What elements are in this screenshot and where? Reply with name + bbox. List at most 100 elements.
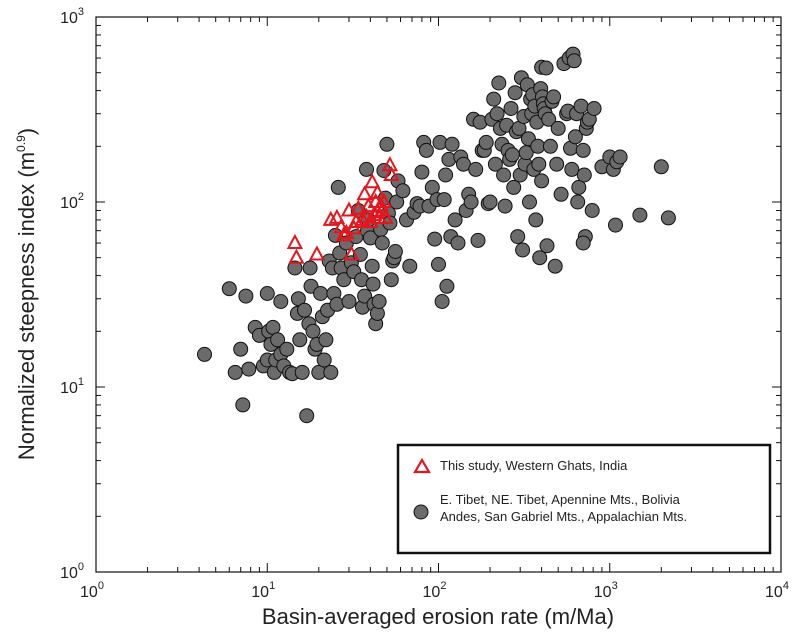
y-tick-label: 102 [60, 191, 84, 212]
data-point-circle [470, 232, 486, 248]
data-point-circle [497, 198, 513, 214]
data-point-triangle [340, 201, 358, 217]
data-point-triangle [338, 223, 355, 239]
data-point-circle [541, 111, 557, 127]
data-point-circle [507, 85, 523, 101]
data-point-circle [463, 194, 479, 210]
x-tick-label: 104 [765, 580, 789, 601]
data-point-circle [491, 75, 507, 91]
legend-circle-marker [413, 504, 429, 520]
data-point-circle [294, 364, 310, 380]
x-axis-label: Basin-averaged erosion rate (m/Ma) [262, 604, 614, 629]
data-point-circle [221, 281, 237, 297]
data-point-circle [539, 238, 555, 254]
data-point-triangle [356, 185, 373, 201]
data-point-circle [265, 319, 281, 335]
data-point-circle [530, 138, 546, 154]
y-tick-label: 103 [60, 6, 84, 27]
y-axis-label: Normalized steepness index (m0.9) [14, 128, 39, 460]
data-point-circle [553, 186, 569, 202]
data-point-circle [402, 258, 418, 274]
data-point-triangle [354, 210, 371, 226]
data-point-triangle [288, 248, 305, 264]
data-point-circle [357, 288, 373, 304]
data-point-circle [447, 212, 463, 228]
data-point-circle [427, 231, 443, 247]
data-point-circle [365, 276, 381, 292]
data-point-circle [434, 294, 450, 309]
data-point-circle [364, 258, 380, 274]
y-tick-label: 101 [60, 376, 84, 397]
legend-box [396, 443, 772, 555]
data-point-circle [302, 260, 318, 276]
data-point-circle [395, 183, 411, 199]
data-point-circle [504, 147, 520, 163]
data-point-triangle [328, 208, 346, 224]
data-point-triangle [360, 197, 377, 213]
data-point-circle [238, 288, 254, 304]
data-point-circle [323, 364, 339, 380]
data-point-circle [241, 361, 257, 377]
x-axis-ticks: 100 101 102 103 104 [80, 17, 789, 601]
data-point-circle [608, 217, 623, 233]
data-point-circle [653, 159, 669, 175]
data-point-circle [336, 272, 352, 288]
data-point-circle [341, 294, 357, 309]
data-point-circle [292, 332, 308, 348]
data-point-circle [550, 120, 566, 136]
data-point-circle [197, 346, 212, 362]
data-point-circle [431, 256, 446, 272]
data-point-circle [444, 136, 460, 152]
data-point-circle [528, 212, 544, 228]
data-point-circle [584, 203, 600, 218]
data-point-circle [532, 250, 548, 266]
data-point-circle [571, 179, 587, 195]
data-point-circle [436, 192, 452, 208]
x-tick-label: 100 [80, 580, 104, 601]
data-point-triangle [383, 165, 400, 181]
data-point-triangle [286, 233, 304, 249]
data-point-triangle [369, 183, 386, 199]
data-point-circle [549, 156, 565, 172]
data-point-circle [235, 397, 251, 413]
data-point-circle [522, 194, 537, 210]
data-point-circle [450, 235, 466, 251]
data-point-circle [379, 136, 395, 152]
data-point-circle [575, 142, 591, 158]
data-point-circle [660, 210, 676, 226]
data-point-triangle [322, 210, 339, 226]
data-point-circle [383, 272, 399, 288]
data-point-circle [489, 106, 505, 122]
y-axis-ticks: 100 101 102 103 [60, 6, 781, 582]
data-point-circle [575, 235, 591, 251]
data-point-circle [299, 408, 315, 424]
data-point-circle [273, 294, 289, 309]
data-point-circle [496, 167, 512, 183]
data-point-circle [506, 179, 522, 195]
data-point-circle [329, 296, 345, 312]
data-point-circle [414, 164, 430, 180]
data-point-circle [576, 167, 592, 183]
data-point-circle [567, 129, 583, 145]
data-point-circle [538, 60, 554, 76]
data-point-circle [573, 98, 589, 114]
data-point-circle [486, 91, 502, 107]
data-point-circle [227, 364, 243, 380]
data-point-circle [586, 101, 602, 116]
data-point-circle [270, 332, 286, 348]
data-point-circle [318, 332, 334, 348]
data-point-circle [305, 323, 321, 339]
data-point-triangle [308, 245, 326, 261]
data-point-circle [531, 156, 547, 172]
data-point-circle [566, 53, 582, 69]
y-tick-label: 100 [60, 561, 84, 582]
data-point-circle [371, 294, 387, 309]
data-point-circle [503, 101, 519, 116]
legend-label-comparison-line1: E. Tibet, NE. Tibet, Apennine Mts., Boli… [440, 492, 681, 507]
data-point-circle [534, 173, 550, 189]
data-point-circle [487, 156, 503, 172]
data-point-triangle [350, 199, 367, 215]
data-point-circle [612, 149, 628, 165]
legend-label-this-study: This study, Western Ghats, India [440, 458, 628, 473]
